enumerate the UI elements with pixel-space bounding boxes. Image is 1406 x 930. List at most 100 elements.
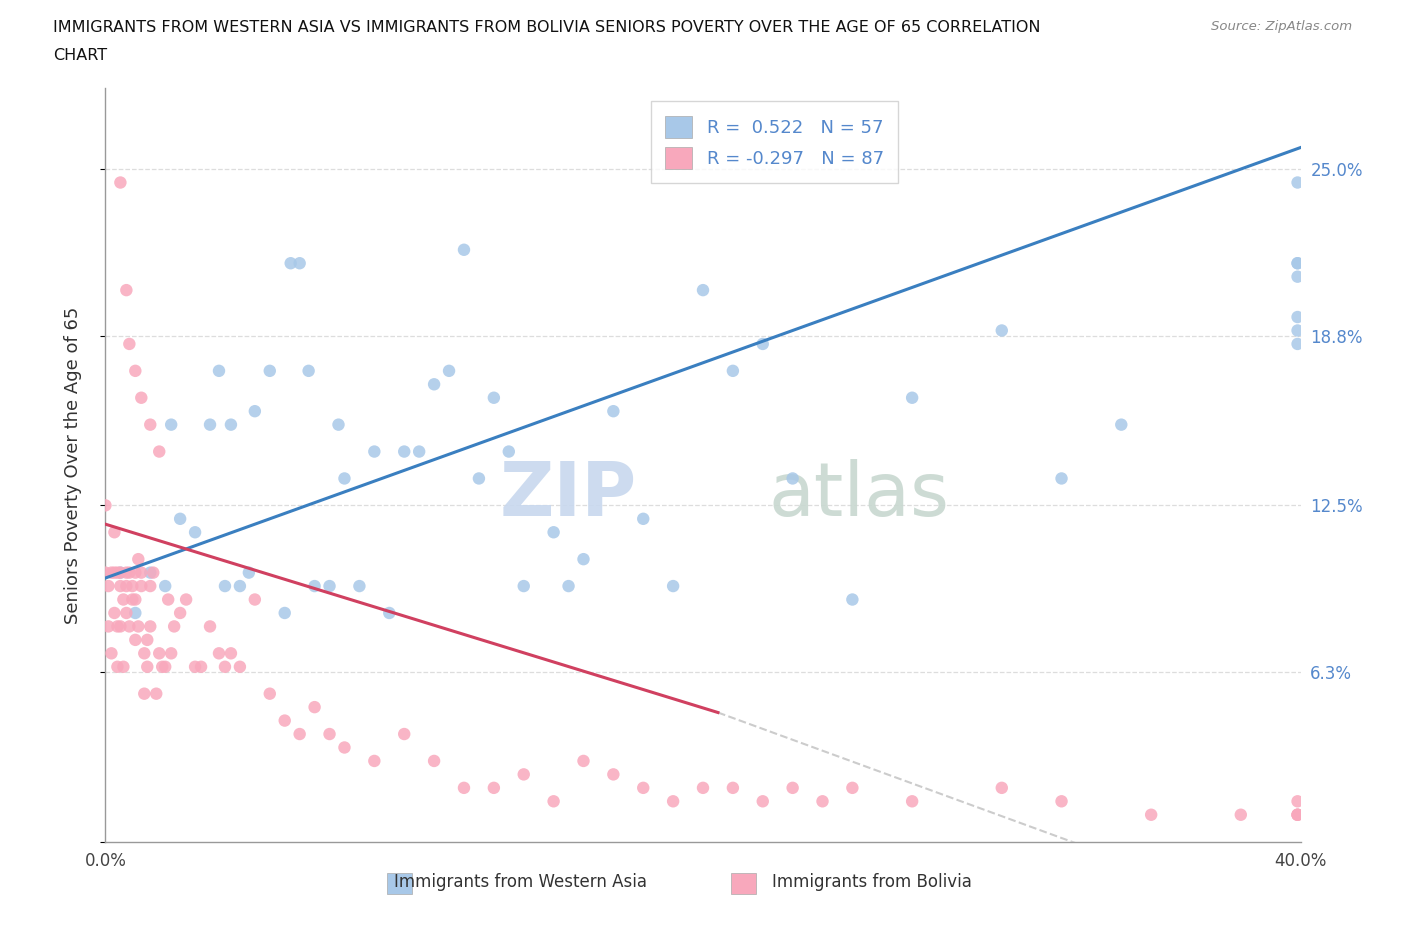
Point bbox=[1286, 256, 1309, 271]
Point bbox=[557, 578, 579, 593]
Point bbox=[198, 619, 221, 634]
Point bbox=[468, 471, 491, 485]
Point bbox=[110, 565, 132, 580]
Point bbox=[901, 391, 924, 405]
Point bbox=[602, 767, 624, 782]
Point bbox=[184, 659, 207, 674]
Point bbox=[112, 659, 135, 674]
Text: Immigrants from Bolivia: Immigrants from Bolivia bbox=[772, 872, 972, 891]
Point bbox=[304, 578, 326, 593]
Point bbox=[142, 565, 165, 580]
Point bbox=[107, 565, 129, 580]
Point bbox=[482, 780, 505, 795]
Point bbox=[1050, 471, 1073, 485]
Point bbox=[107, 659, 129, 674]
Point bbox=[136, 632, 159, 647]
Point bbox=[498, 445, 520, 459]
Point bbox=[103, 565, 125, 580]
Point bbox=[169, 605, 191, 620]
Point bbox=[1286, 337, 1309, 352]
Point bbox=[602, 404, 624, 418]
Point bbox=[363, 445, 385, 459]
Point bbox=[163, 619, 186, 634]
Point bbox=[721, 364, 744, 379]
Point bbox=[121, 578, 143, 593]
Point bbox=[363, 753, 385, 768]
Point bbox=[148, 646, 170, 661]
Point bbox=[298, 364, 321, 379]
Point bbox=[513, 578, 536, 593]
Point bbox=[103, 605, 125, 620]
Point bbox=[280, 256, 302, 271]
Point bbox=[751, 794, 773, 809]
Point bbox=[148, 445, 170, 459]
Point bbox=[139, 418, 162, 432]
Point bbox=[273, 713, 295, 728]
Point bbox=[378, 605, 401, 620]
Point bbox=[1286, 270, 1309, 285]
Point bbox=[1286, 794, 1309, 809]
Point bbox=[633, 780, 655, 795]
Point bbox=[94, 565, 117, 580]
Y-axis label: Seniors Poverty Over the Age of 65: Seniors Poverty Over the Age of 65 bbox=[63, 306, 82, 624]
Point bbox=[160, 418, 183, 432]
Point bbox=[139, 578, 162, 593]
Point bbox=[1286, 807, 1309, 822]
Point bbox=[318, 726, 340, 741]
Point bbox=[1050, 794, 1073, 809]
Point bbox=[572, 753, 595, 768]
Point bbox=[103, 525, 125, 539]
Point bbox=[288, 726, 311, 741]
Point bbox=[333, 740, 356, 755]
Point bbox=[662, 794, 685, 809]
Point bbox=[160, 646, 183, 661]
Point bbox=[174, 592, 197, 607]
Point bbox=[198, 418, 221, 432]
Point bbox=[1111, 418, 1133, 432]
Point bbox=[543, 794, 565, 809]
Point bbox=[118, 619, 141, 634]
Point bbox=[633, 512, 655, 526]
Point bbox=[243, 592, 266, 607]
Point bbox=[453, 243, 475, 258]
Point bbox=[219, 418, 242, 432]
Point bbox=[423, 377, 446, 392]
Text: Source: ZipAtlas.com: Source: ZipAtlas.com bbox=[1212, 20, 1353, 33]
Point bbox=[184, 525, 207, 539]
Point bbox=[990, 780, 1012, 795]
Point bbox=[139, 565, 162, 580]
Text: CHART: CHART bbox=[53, 48, 107, 63]
Point bbox=[112, 592, 135, 607]
Point bbox=[169, 512, 191, 526]
Point bbox=[333, 471, 356, 485]
Point bbox=[136, 659, 159, 674]
Point bbox=[155, 659, 177, 674]
Point bbox=[124, 605, 146, 620]
Text: Immigrants from Western Asia: Immigrants from Western Asia bbox=[394, 872, 647, 891]
Point bbox=[118, 565, 141, 580]
Point bbox=[190, 659, 212, 674]
Point bbox=[990, 323, 1012, 338]
Point bbox=[115, 565, 138, 580]
Point bbox=[394, 726, 416, 741]
Point bbox=[901, 794, 924, 809]
Point bbox=[482, 391, 505, 405]
Text: IMMIGRANTS FROM WESTERN ASIA VS IMMIGRANTS FROM BOLIVIA SENIORS POVERTY OVER THE: IMMIGRANTS FROM WESTERN ASIA VS IMMIGRAN… bbox=[53, 20, 1040, 35]
Point bbox=[94, 498, 117, 512]
Point bbox=[139, 619, 162, 634]
Point bbox=[121, 592, 143, 607]
Point bbox=[841, 780, 863, 795]
Point bbox=[100, 646, 122, 661]
Point bbox=[841, 592, 863, 607]
Point bbox=[229, 578, 252, 593]
Point bbox=[100, 565, 122, 580]
Point bbox=[110, 175, 132, 190]
Point bbox=[304, 699, 326, 714]
Point bbox=[572, 551, 595, 566]
Point bbox=[214, 659, 236, 674]
Point bbox=[97, 578, 120, 593]
Point bbox=[219, 646, 242, 661]
Point bbox=[1286, 310, 1309, 325]
Point bbox=[110, 578, 132, 593]
Point bbox=[1286, 175, 1309, 190]
